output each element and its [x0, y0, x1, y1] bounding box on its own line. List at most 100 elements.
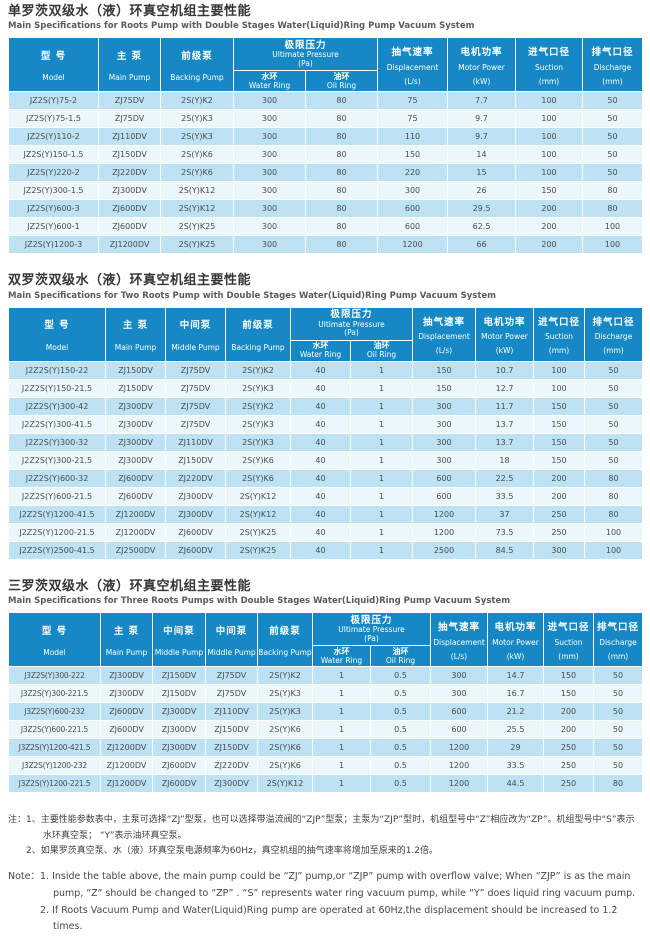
value-cell: 250: [543, 756, 594, 776]
value-cell: 66: [447, 235, 516, 255]
model-cell: JZ2S(Y)75-2: [8, 91, 99, 111]
value-cell: ZJ75DV: [165, 396, 226, 416]
model-cell: J3Z2S(Y)600-221.5: [8, 720, 101, 740]
value-cell: 50: [584, 414, 643, 434]
table-row: JZ2S(Y)220-2 ZJ220DV 2S(Y)K6 300 80 220 15 100 5…: [8, 163, 643, 183]
value-cell: 40: [290, 468, 351, 488]
model-cell: J3Z2S(Y)1200-221.5: [8, 774, 101, 794]
col-header-model: 型 号 Model: [8, 37, 99, 93]
note-item-cn-2: 2、如果罗茨真空泵、水（液）环真空泵电源频率为60Hz，真空机组的抽气速率将增加…: [26, 846, 439, 857]
value-cell: 150: [543, 684, 594, 704]
value-cell: 1: [350, 504, 413, 524]
value-cell: ZJ150DV: [152, 666, 206, 686]
value-cell: ZJ600DV: [152, 756, 206, 776]
header-text: 前级泵: [269, 625, 301, 637]
value-cell: 40: [290, 486, 351, 506]
header-text: (kW): [495, 346, 514, 356]
header-text: (mm): [607, 651, 629, 661]
model-cell: J2Z2S(Y)300-32: [8, 432, 106, 452]
model-cell: J2Z2S(Y)150-21.5: [8, 378, 106, 398]
table-row: J2Z2S(Y)600-32 ZJ600DV ZJ220DV 2S(Y)K6 40 1 60…: [8, 468, 643, 488]
value-cell: ZJ220DV: [98, 163, 161, 183]
header-text: Middle Pump: [207, 648, 256, 658]
header-text: 型 号: [40, 50, 67, 62]
value-cell: 0.5: [370, 774, 431, 794]
value-cell: 2S(Y)K12: [160, 199, 234, 219]
value-cell: ZJ300DV: [165, 504, 226, 524]
value-cell: 40: [290, 450, 351, 470]
header-text: Motor Power: [481, 332, 528, 342]
value-cell: 18: [475, 450, 534, 470]
value-cell: 600: [430, 702, 488, 722]
header-text: Suction: [554, 637, 583, 647]
value-cell: ZJ1200DV: [100, 738, 153, 758]
value-cell: 50: [582, 127, 643, 147]
model-cell: J2Z2S(Y)1200-41.5: [8, 504, 106, 524]
value-cell: 300: [412, 414, 476, 434]
col-header-water-ring: 水环 Water Ring: [290, 339, 351, 362]
col-header-suction: 进气口径 Suction (mm): [543, 612, 594, 668]
value-cell: 2S(Y)K12: [257, 774, 313, 794]
header-text: 电机功率: [483, 316, 526, 328]
value-cell: 50: [593, 702, 643, 722]
value-cell: 50: [582, 145, 643, 165]
value-cell: ZJ75DV: [205, 684, 258, 704]
value-cell: 600: [377, 217, 448, 237]
value-cell: 600: [430, 720, 488, 740]
value-cell: 50: [584, 450, 643, 470]
model-cell: JZ2S(Y)600-1: [8, 217, 99, 237]
header-text: 中间泵: [215, 625, 248, 637]
section-two-roots-specs: 双罗茨双级水（液）环真空机组主要性能 Main Specifications f…: [8, 274, 643, 560]
value-cell: 21.2: [487, 702, 544, 722]
value-cell: 300: [233, 109, 306, 129]
value-cell: 44.5: [487, 774, 544, 794]
col-header-main-pump: 主 泵 Main Pump: [105, 306, 166, 362]
col-header-oil-ring: 油环 Oil Ring: [305, 70, 378, 93]
value-cell: 300: [430, 684, 488, 704]
notes-items-en: 1. Inside the table above, the main pump…: [40, 869, 642, 936]
col-header-displacement: 抽气速率 Displacement (L/s): [430, 612, 488, 668]
value-cell: 200: [543, 720, 594, 740]
value-cell: 1: [350, 540, 413, 560]
value-cell: ZJ75DV: [98, 109, 161, 129]
value-cell: 300: [233, 235, 306, 255]
value-cell: 0.5: [370, 756, 431, 776]
section-title-en: Main Specifications for Roots Pump with …: [8, 21, 475, 32]
col-header-suction: 进气口径 Suction (mm): [533, 306, 585, 362]
value-cell: 1200: [377, 235, 448, 255]
value-cell: 14: [447, 145, 516, 165]
value-cell: 250: [543, 738, 594, 758]
value-cell: 600: [412, 486, 476, 506]
model-cell: JZ2S(Y)110-2: [8, 127, 99, 147]
value-cell: 26: [447, 181, 516, 201]
header-text: 抽气速率: [422, 316, 465, 328]
value-cell: 1: [312, 684, 371, 704]
value-cell: ZJ2500DV: [105, 540, 166, 560]
value-cell: ZJ300DV: [105, 432, 166, 452]
header-text: Suction: [534, 62, 563, 72]
value-cell: 2S(Y)K6: [160, 145, 234, 165]
value-cell: 2S(Y)K6: [257, 720, 313, 740]
value-cell: 200: [543, 702, 594, 722]
header-text: Ultimate Pressure: [272, 50, 339, 60]
note-item-en-1: 1. Inside the table above, the main pump…: [40, 871, 636, 899]
value-cell: 1: [312, 666, 371, 686]
header-text: Discharge: [594, 332, 633, 342]
section-three-roots-specs: 三罗茨双级水（液）环真空机组主要性能 Main Specifications f…: [8, 579, 643, 794]
value-cell: 250: [543, 774, 594, 794]
value-cell: 250: [533, 522, 585, 542]
model-cell: J2Z2S(Y)150-22: [8, 360, 106, 380]
header-text: (L/s): [450, 651, 468, 661]
value-cell: 1: [312, 720, 371, 740]
value-cell: 1: [350, 486, 413, 506]
value-cell: 50: [582, 91, 643, 111]
table-row: J3Z2S(Y)1200-221.5 ZJ1200DV ZJ600DV ZJ300DV…: [8, 774, 643, 794]
header-text: Backing Pump: [258, 648, 312, 658]
header-text: Motor Power: [492, 637, 539, 647]
value-cell: ZJ600DV: [105, 468, 166, 488]
value-cell: 2S(Y)K3: [225, 432, 291, 452]
header-text: (mm): [538, 76, 560, 86]
value-cell: 9.7: [447, 109, 516, 129]
value-cell: ZJ150DV: [152, 684, 206, 704]
value-cell: ZJ300DV: [105, 414, 166, 434]
